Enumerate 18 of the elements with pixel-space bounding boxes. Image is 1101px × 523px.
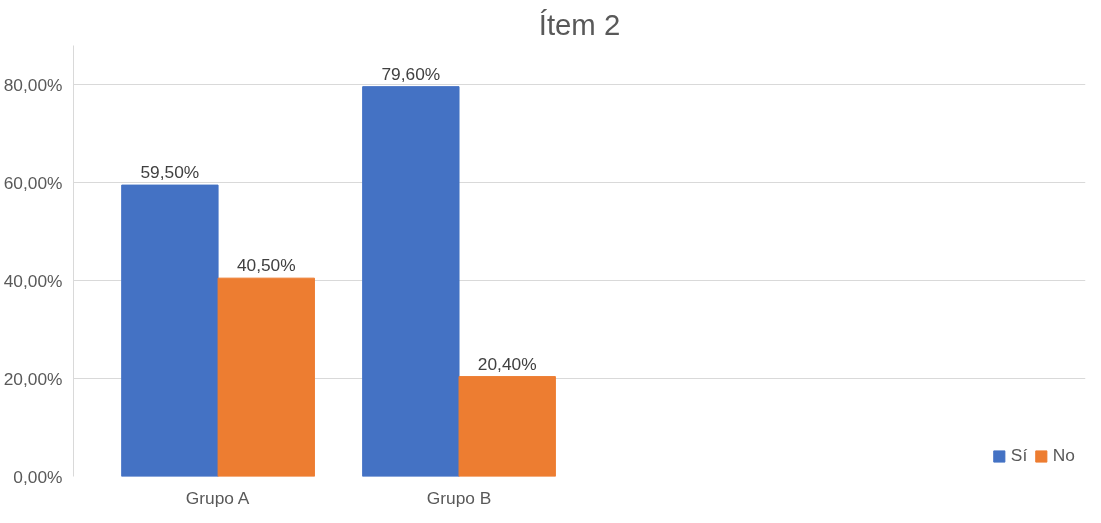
legend-label: Sí [1010, 445, 1029, 466]
y-tick-label: 40,00% [3, 270, 63, 291]
legend-label: No [1052, 445, 1075, 466]
y-tick-label: 80,00% [3, 74, 63, 95]
x-tick-label: Grupo B [426, 487, 492, 508]
x-tick-label: Grupo A [185, 487, 250, 508]
y-tick-label: 20,00% [3, 368, 63, 389]
data-label: 59,50% [140, 162, 200, 183]
chart-title: Ítem 2 [538, 7, 621, 41]
bar [458, 376, 556, 477]
bar [362, 86, 460, 477]
y-tick-label: 0,00% [13, 466, 63, 487]
data-label: 20,40% [477, 353, 537, 374]
bar [121, 184, 219, 477]
y-tick-label: 60,00% [3, 172, 63, 193]
bar [217, 277, 315, 477]
data-label: 40,50% [236, 255, 296, 276]
data-label: 79,60% [381, 63, 441, 84]
